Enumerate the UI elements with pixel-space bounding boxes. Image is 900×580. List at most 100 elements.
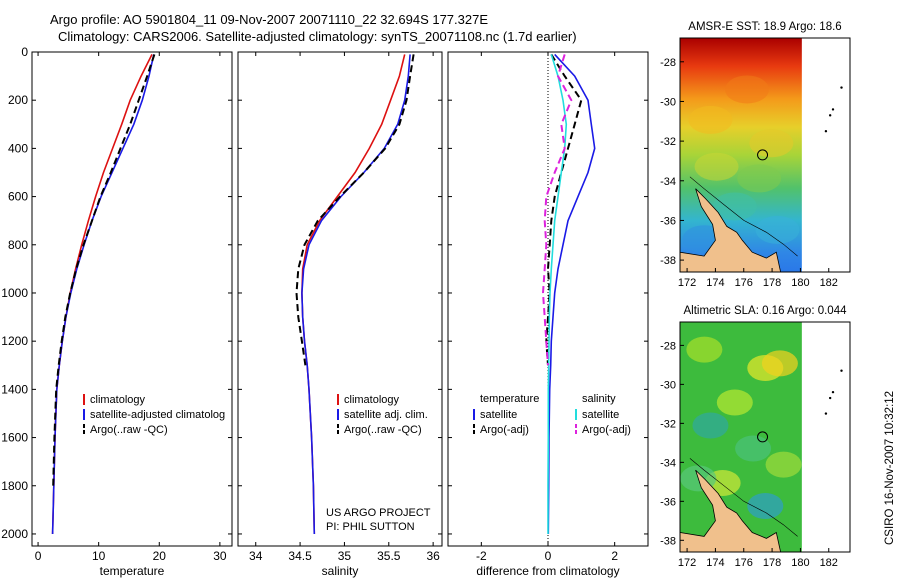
map-y-tick-label: -38 bbox=[660, 535, 676, 547]
sal-legend-entry-label: Argo(..raw -QC) bbox=[344, 424, 422, 436]
sst-patch-2 bbox=[749, 129, 794, 158]
y-tick-label: 1800 bbox=[1, 479, 28, 493]
y-tick-label: 200 bbox=[8, 93, 28, 107]
land-mass bbox=[679, 469, 782, 553]
depth-contour bbox=[689, 458, 798, 537]
temperature-panel: 0 10 20 30 temperature 0 200 400 600 800 1000 1200 1… bbox=[1, 45, 233, 578]
y-tick-label: 2000 bbox=[1, 527, 28, 541]
sla-patch-6 bbox=[765, 451, 802, 478]
sla-patch-4 bbox=[692, 412, 729, 439]
credit-line-1: US ARGO PROJECT bbox=[326, 507, 431, 519]
sal-legend-entry-label: satellite adj. clim. bbox=[344, 409, 428, 421]
island-marker-1 bbox=[831, 390, 835, 394]
x-tick-label: 36 bbox=[426, 549, 440, 563]
map-title: Altimetric SLA: 0.16 Argo: 0.044 bbox=[683, 305, 847, 317]
island-marker-0 bbox=[840, 369, 843, 372]
map-x-tick-label: 172 bbox=[678, 277, 696, 289]
island-marker-0 bbox=[840, 86, 843, 89]
x-tick-label: 34 bbox=[249, 549, 263, 563]
diff-legend-temp-argo-label: Argo(-adj) bbox=[480, 424, 529, 436]
island-marker-3 bbox=[824, 130, 828, 133]
map-y-tick-label: -32 bbox=[660, 136, 676, 148]
diff-legend-sal-sat-label: satellite bbox=[582, 409, 619, 421]
sst-map-panel: AMSR-E SST: 18.9 Argo: 18.6 172 174 176 178 1… bbox=[660, 21, 851, 289]
x-tick-label: 0 bbox=[545, 549, 552, 563]
sla-patch-2 bbox=[761, 350, 798, 377]
map-x-tick-label: 176 bbox=[735, 557, 753, 569]
y-tick-label: 600 bbox=[8, 190, 28, 204]
x-tick-label: 35.5 bbox=[377, 549, 401, 563]
diff-legend-temp-sat-label: satellite bbox=[480, 409, 517, 421]
x-tick-label: 10 bbox=[92, 549, 106, 563]
series-line-3 bbox=[541, 54, 573, 366]
sst-patch-0 bbox=[688, 105, 733, 134]
island-marker-2 bbox=[828, 114, 832, 117]
series-line-1 bbox=[301, 54, 411, 535]
x-tick-label: 20 bbox=[153, 549, 167, 563]
series-line-1 bbox=[545, 53, 583, 366]
map-x-tick-label: 178 bbox=[763, 277, 781, 289]
y-tick-label: 800 bbox=[8, 238, 28, 252]
argo-position-marker bbox=[757, 149, 769, 161]
map-y-tick-label: -30 bbox=[660, 96, 676, 108]
island-marker-3 bbox=[824, 412, 828, 415]
series-line-2 bbox=[547, 54, 568, 534]
y-tick-label: 400 bbox=[8, 141, 28, 155]
series-line-0 bbox=[547, 53, 596, 535]
land-mass bbox=[679, 188, 782, 273]
temp-legend-entry-label: Argo(..raw -QC) bbox=[90, 424, 168, 436]
island-marker-2 bbox=[828, 396, 832, 400]
map-title: AMSR-E SST: 18.9 Argo: 18.6 bbox=[688, 21, 841, 33]
map-y-tick-label: -34 bbox=[660, 176, 676, 188]
map-y-tick-label: -30 bbox=[660, 379, 676, 391]
x-tick-label: 35 bbox=[338, 549, 352, 563]
sla-patch-9 bbox=[747, 493, 784, 519]
map-x-tick-label: 174 bbox=[706, 557, 724, 569]
map-y-tick-label: -34 bbox=[660, 457, 676, 469]
map-frame bbox=[679, 37, 851, 273]
y-tick-label: 1600 bbox=[1, 431, 28, 445]
temp-legend-entry-label: satellite-adjusted climatolog bbox=[90, 409, 225, 421]
map-x-tick-label: 180 bbox=[791, 557, 809, 569]
x-tick-label: -2 bbox=[476, 549, 487, 563]
sla-patch-5 bbox=[735, 435, 772, 462]
depth-contour bbox=[689, 176, 798, 257]
sal-legend-entry-label: climatology bbox=[344, 394, 400, 406]
map-y-tick-label: -28 bbox=[660, 340, 676, 352]
sla-patch-3 bbox=[716, 389, 753, 416]
temp-legend-entry-label: climatology bbox=[90, 394, 146, 406]
island-marker-1 bbox=[831, 108, 835, 111]
x-tick-label: 34.5 bbox=[288, 549, 312, 563]
csiro-timestamp-label: CSIRO 16-Nov-2007 10:32:12 bbox=[884, 391, 896, 545]
map-y-tick-label: -28 bbox=[660, 57, 676, 69]
x-axis-label: salinity bbox=[322, 564, 359, 578]
map-frame bbox=[679, 321, 851, 553]
map-y-tick-label: -36 bbox=[660, 496, 676, 508]
map-y-tick-label: -36 bbox=[660, 215, 676, 227]
argo-position-marker bbox=[757, 431, 769, 443]
x-axis-label: temperature bbox=[100, 564, 165, 578]
axes-frame bbox=[31, 51, 233, 547]
y-tick-label: 1200 bbox=[1, 334, 28, 348]
y-tick-label: 0 bbox=[21, 45, 28, 59]
map-x-tick-label: 182 bbox=[820, 277, 838, 289]
sst-patch-4 bbox=[737, 164, 782, 193]
series-line-2 bbox=[52, 54, 156, 486]
sst-patch-1 bbox=[725, 75, 770, 104]
diff-legend-sal-argo-label: Argo(-adj) bbox=[582, 424, 631, 436]
map-x-tick-label: 176 bbox=[735, 277, 753, 289]
x-tick-label: 2 bbox=[611, 549, 618, 563]
axes-frame bbox=[237, 51, 443, 547]
map-x-tick-label: 180 bbox=[791, 277, 809, 289]
series-line-2 bbox=[295, 54, 415, 366]
credit-line-2: PI: PHIL SUTTON bbox=[326, 521, 415, 533]
x-tick-label: 0 bbox=[35, 549, 42, 563]
sst-patch-7 bbox=[755, 215, 800, 244]
y-tick-label: 1400 bbox=[1, 382, 28, 396]
map-x-tick-label: 172 bbox=[678, 557, 696, 569]
diff-legend-title-temperature: temperature bbox=[480, 393, 539, 405]
sst-patch-3 bbox=[694, 152, 739, 181]
map-x-tick-label: 178 bbox=[763, 557, 781, 569]
salinity-panel: 34 34.5 35 35.5 36 salinity climatology satelli… bbox=[237, 51, 443, 578]
